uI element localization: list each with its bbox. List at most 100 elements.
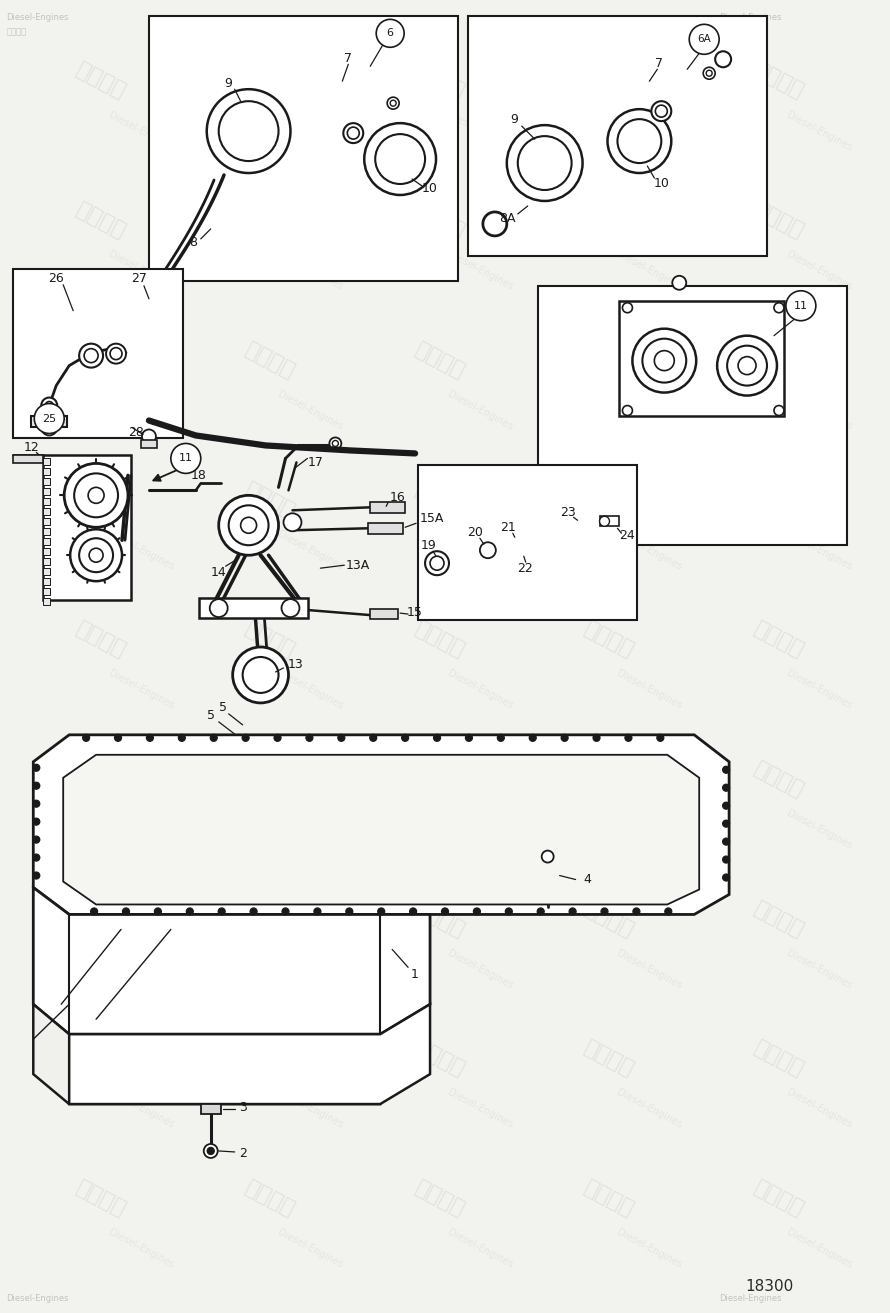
Text: 16: 16 [390,491,406,504]
Text: Diesel-Engines: Diesel-Engines [107,668,175,712]
Circle shape [171,444,201,474]
Text: 10: 10 [653,176,669,189]
Text: 紫发动力: 紫发动力 [242,618,299,662]
Text: Diesel-Engines: Diesel-Engines [784,529,854,571]
Text: 3: 3 [239,1100,247,1113]
Text: 20: 20 [467,525,483,538]
Circle shape [441,909,449,915]
Text: 10: 10 [422,183,438,196]
Text: 4: 4 [584,873,592,886]
Circle shape [41,419,57,436]
Circle shape [409,909,417,915]
Circle shape [154,909,161,915]
Text: Diesel-Engines: Diesel-Engines [784,1228,854,1270]
Circle shape [74,474,118,517]
Text: Diesel-Engines: Diesel-Engines [615,1087,684,1130]
Text: 紫发动力: 紫发动力 [73,898,129,941]
Bar [368,524,403,534]
Text: 紫发动力: 紫发动力 [73,759,129,801]
Circle shape [344,123,363,143]
Circle shape [70,529,122,582]
Text: Diesel-Engines: Diesel-Engines [276,110,344,152]
Circle shape [33,764,40,771]
Polygon shape [33,735,729,914]
Circle shape [232,647,288,702]
Circle shape [390,100,396,106]
Circle shape [88,487,104,503]
Circle shape [723,802,730,809]
Text: 1: 1 [411,968,419,981]
Circle shape [618,119,661,163]
Bar [44,528,50,536]
Circle shape [717,336,777,395]
Circle shape [33,836,40,843]
Text: Diesel-Engines: Diesel-Engines [784,948,854,991]
Text: Diesel-Engines: Diesel-Engines [107,1228,175,1270]
Text: Diesel-Engines: Diesel-Engines [6,1293,69,1302]
Text: Diesel-Engines: Diesel-Engines [615,389,684,432]
Circle shape [723,856,730,863]
Text: 14: 14 [211,566,227,579]
Text: 11: 11 [794,301,808,311]
Text: 紫发动力: 紫发动力 [581,339,638,382]
Text: Diesel-Engines: Diesel-Engines [276,389,344,432]
Text: Diesel-Engines: Diesel-Engines [784,249,854,293]
Circle shape [83,734,90,742]
Text: 紫发动力: 紫发动力 [73,479,129,521]
Circle shape [281,599,299,617]
Bar [13,269,182,439]
Bar [149,16,458,281]
Text: 12: 12 [23,441,39,454]
Text: 27: 27 [131,272,147,285]
Circle shape [250,909,257,915]
Text: 24: 24 [619,529,635,542]
Text: Diesel-Engines: Diesel-Engines [446,809,514,851]
Circle shape [282,909,289,915]
Text: 2: 2 [239,1148,247,1161]
Bar [44,599,50,605]
Circle shape [242,734,249,742]
Circle shape [206,89,290,173]
Circle shape [498,734,505,742]
Bar [44,588,50,595]
Text: 8A: 8A [499,213,516,226]
Text: 紫发动力: 紫发动力 [750,339,807,382]
Text: 紫发动力: 紫发动力 [581,1178,638,1220]
Circle shape [45,402,53,410]
Text: 22: 22 [517,562,532,575]
Text: 7: 7 [655,56,663,70]
Text: 紫发动力: 紫发动力 [242,339,299,382]
Circle shape [561,734,568,742]
Circle shape [723,838,730,846]
Circle shape [376,134,425,184]
Circle shape [369,734,376,742]
Circle shape [240,517,256,533]
Text: Diesel-Engines: Diesel-Engines [276,1087,344,1130]
Bar [538,286,846,545]
Circle shape [600,516,610,527]
Text: 紫发动力: 紫发动力 [73,1178,129,1220]
Text: 紫发动力: 紫发动力 [73,339,129,382]
Circle shape [229,506,269,545]
Text: Diesel-Engines: Diesel-Engines [276,668,344,712]
Text: Diesel-Engines: Diesel-Engines [615,809,684,851]
Text: 18300: 18300 [745,1279,793,1295]
Circle shape [483,211,506,236]
Circle shape [387,97,399,109]
Circle shape [219,495,279,555]
Bar [141,440,157,449]
Text: Diesel-Engines: Diesel-Engines [446,1087,514,1130]
Circle shape [542,851,554,863]
Circle shape [89,549,103,562]
Text: 11: 11 [179,453,193,463]
Circle shape [425,551,449,575]
Text: 23: 23 [560,506,576,519]
Circle shape [123,909,129,915]
Circle shape [786,290,816,320]
Circle shape [689,25,719,54]
Circle shape [723,784,730,792]
Text: Diesel-Engines: Diesel-Engines [784,389,854,432]
Bar [44,578,50,586]
Circle shape [329,437,342,449]
Text: 紫发动力: 紫发动力 [581,618,638,662]
